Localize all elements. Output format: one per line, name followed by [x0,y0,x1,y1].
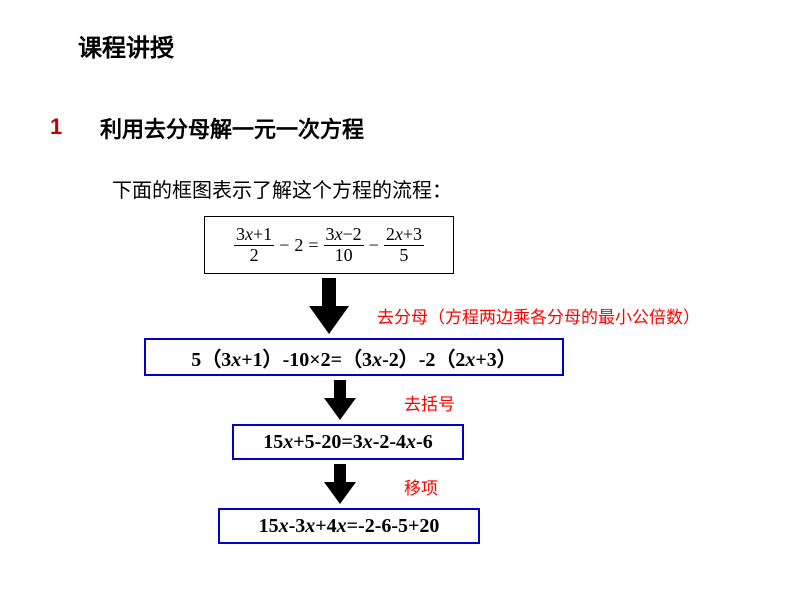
equation-box-step3: 15x-3x+4x=-2-6-5+20 [218,508,480,544]
f2-num-x: x [335,224,343,244]
fraction-3: 2x+3 5 [384,225,424,266]
equation-box-step2: 15x+5-20=3x-2-4x-6 [232,424,464,460]
f2-num-b: −2 [343,224,362,244]
f1-den: 2 [248,246,261,266]
equals: = [308,235,318,256]
step-label-3: 移项 [404,474,438,499]
equation-box-step1: 5（3x+1）-10×2=（3x-2）-2（2x+3） [144,338,564,376]
f3-den: 5 [397,246,410,266]
f3-num-a: 2 [386,224,395,244]
minus-1: − [279,235,289,256]
intro-text: 下面的框图表示了解这个方程的流程： [112,174,452,203]
equation-box-original: 3x+1 2 − 2 = 3x−2 10 − 2x+3 5 [204,216,454,274]
minus-2: − [369,235,379,256]
f2-den: 10 [333,246,355,266]
f3-num-x: x [395,224,403,244]
f1-num-b: +1 [253,224,272,244]
equation-original: 3x+1 2 − 2 = 3x−2 10 − 2x+3 5 [234,225,424,266]
f2-num-a: 3 [326,224,335,244]
f1-num-a: 3 [236,224,245,244]
equation-step2: 15x+5-20=3x-2-4x-6 [263,431,432,454]
equation-step1: 5（3x+1）-10×2=（3x-2）-2（2x+3） [191,343,517,372]
f3-num-b: +3 [403,224,422,244]
step-label-2: 去括号 [404,390,455,415]
step-label-1: 去分母（方程两边乘各分母的最小公倍数） [377,303,700,328]
section-number: 1 [50,114,62,140]
f1-num-x: x [245,224,253,244]
page-title: 课程讲授 [78,28,174,63]
equation-step3: 15x-3x+4x=-2-6-5+20 [259,515,440,538]
fraction-1: 3x+1 2 [234,225,274,266]
const-2: 2 [294,235,303,256]
fraction-2: 3x−2 10 [324,225,364,266]
section-title: 利用去分母解一元一次方程 [100,112,364,144]
